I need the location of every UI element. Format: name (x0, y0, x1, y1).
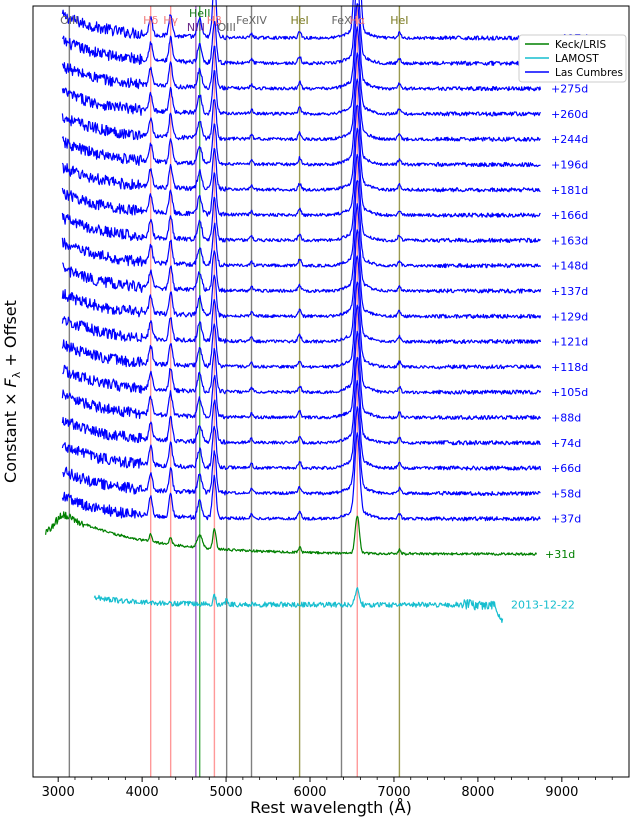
spectrum-13 (61, 281, 542, 370)
legend-label-1: LAMOST (555, 53, 599, 65)
spectrum-7 (61, 127, 541, 218)
y-axis-label-symbol: F (1, 377, 20, 387)
spectrum-19 (61, 432, 541, 522)
x-tick-label-4: 7000 (377, 785, 410, 800)
series-label-20: +31d (545, 548, 575, 561)
series-label-8: +163d (551, 234, 588, 247)
spectrum-11 (61, 229, 542, 319)
series-label-2: +275d (551, 83, 588, 96)
line-marker-label-4: HeII (189, 7, 211, 20)
line-marker-label-7: FeXIV (236, 14, 267, 27)
spectrum-17 (61, 380, 542, 471)
x-tick-label-3: 6000 (293, 785, 326, 800)
line-marker-label-0: OIII (60, 14, 78, 27)
line-marker-label-1: Hδ (143, 14, 158, 27)
y-axis-label: Constant × Fλ + Offset (1, 300, 23, 483)
spectrum-20 (45, 511, 538, 556)
series-label-17: +66d (551, 462, 581, 475)
series-label-13: +118d (551, 361, 588, 374)
series-label-10: +137d (551, 285, 588, 298)
legend-label-0: Keck/LRIS (555, 39, 606, 51)
plot-frame (32, 5, 630, 778)
spectrum-8 (61, 153, 541, 243)
y-axis-label-suffix: + Offset (1, 300, 20, 372)
series-label-6: +181d (551, 184, 588, 197)
x-tick-label-5: 8000 (461, 785, 494, 800)
line-marker-label-6: OIII (217, 21, 235, 34)
series-label-11: +129d (551, 310, 588, 323)
line-marker-label-11: HeI (390, 14, 408, 27)
spectrum-3 (61, 26, 541, 117)
x-tick-label-6: 9000 (545, 785, 578, 800)
x-axis-ticks: 3000 4000 5000 6000 7000 8000 9000 (42, 777, 613, 800)
legend: Keck/LRIS LAMOST Las Cumbres (518, 34, 627, 83)
line-marker-label-3: NIII (187, 21, 205, 34)
legend-box (518, 34, 627, 83)
x-tick-label-2: 5000 (210, 785, 243, 800)
line-marker-label-10: Hα (350, 14, 366, 27)
spectrum-1 (61, 0, 542, 66)
spectrum-21 (93, 587, 504, 624)
spectrum-4 (61, 52, 541, 142)
line-marker-label-8: HeI (290, 14, 308, 27)
spectra-series (45, 0, 542, 624)
y-axis-label-prefix: Constant × (1, 387, 20, 483)
legend-label-2: Las Cumbres (555, 67, 623, 79)
spectrum-2 (61, 3, 542, 92)
spectrum-14 (62, 304, 542, 395)
series-labels: +497d+463d+275d+260d+244d+196d+181d+166d… (511, 32, 588, 612)
line-marker-label-2: Hγ (163, 14, 178, 27)
spectrum-15 (61, 330, 542, 421)
spectrum-10 (61, 203, 542, 294)
spectrum-16 (61, 356, 541, 446)
x-axis-label: Rest wavelength (Å) (250, 798, 412, 817)
series-label-21: 2013-12-22 (511, 599, 575, 612)
x-tick-label-0: 3000 (42, 785, 75, 800)
spectrum-6 (61, 104, 541, 193)
spectrum-18 (62, 406, 541, 496)
spectrum-9 (61, 180, 542, 269)
series-label-18: +58d (551, 487, 581, 500)
series-label-16: +74d (551, 437, 581, 450)
line-marker-label-9: FeX (331, 14, 351, 27)
y-axis-label-subscript: λ (10, 371, 23, 378)
spectrum-5 (61, 78, 541, 168)
spectrum-0 (61, 0, 542, 41)
series-label-9: +148d (551, 260, 588, 273)
series-label-7: +166d (551, 209, 588, 222)
series-label-12: +121d (551, 336, 588, 349)
line-marker-label-5: Hβ (207, 14, 222, 27)
spectrum-12 (61, 255, 542, 345)
series-label-4: +244d (551, 133, 588, 146)
x-tick-label-1: 4000 (126, 785, 159, 800)
series-label-3: +260d (551, 108, 588, 121)
series-label-15: +88d (551, 412, 581, 425)
series-label-5: +196d (551, 159, 588, 172)
series-label-19: +37d (551, 513, 581, 526)
series-label-14: +105d (551, 386, 588, 399)
